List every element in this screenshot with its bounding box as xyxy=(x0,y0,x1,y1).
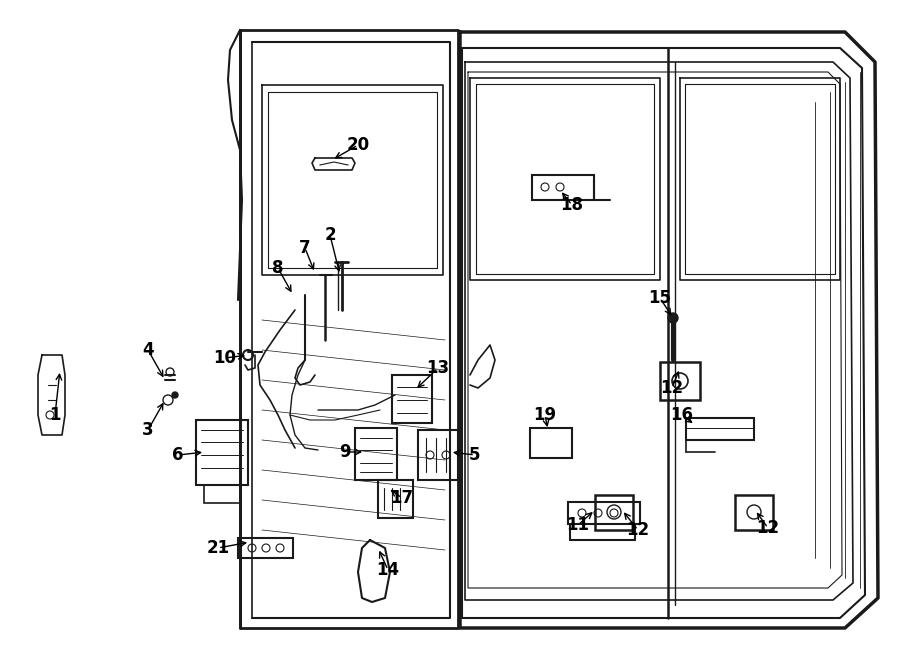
Bar xyxy=(532,175,594,200)
Bar xyxy=(530,428,572,458)
Text: 10: 10 xyxy=(213,349,237,367)
Bar xyxy=(204,485,240,503)
Text: 11: 11 xyxy=(566,516,590,534)
Text: 9: 9 xyxy=(339,443,351,461)
Bar xyxy=(595,495,633,530)
Bar xyxy=(735,495,773,530)
Text: 15: 15 xyxy=(649,289,671,307)
Bar xyxy=(196,420,248,485)
Text: 21: 21 xyxy=(206,539,230,557)
Text: 12: 12 xyxy=(626,521,650,539)
Text: 16: 16 xyxy=(670,406,694,424)
Bar xyxy=(355,428,397,480)
Text: 18: 18 xyxy=(561,196,583,214)
Bar xyxy=(568,502,640,524)
Text: 2: 2 xyxy=(324,226,336,244)
Circle shape xyxy=(172,392,178,398)
Text: 3: 3 xyxy=(142,421,154,439)
Text: 19: 19 xyxy=(534,406,556,424)
Text: 12: 12 xyxy=(756,519,779,537)
Text: 6: 6 xyxy=(172,446,184,464)
Bar xyxy=(378,480,413,518)
Text: 8: 8 xyxy=(272,259,284,277)
Text: 7: 7 xyxy=(299,239,310,257)
Text: 12: 12 xyxy=(661,379,684,397)
Bar xyxy=(660,362,700,400)
Text: 13: 13 xyxy=(427,359,450,377)
Circle shape xyxy=(668,313,678,323)
Bar xyxy=(238,538,293,558)
Bar xyxy=(418,430,458,480)
Text: 20: 20 xyxy=(346,136,370,154)
Bar xyxy=(392,375,432,423)
Text: 14: 14 xyxy=(376,561,400,579)
Text: 1: 1 xyxy=(50,406,61,424)
Bar xyxy=(686,418,754,440)
Text: 5: 5 xyxy=(469,446,481,464)
Text: 4: 4 xyxy=(142,341,154,359)
Text: 17: 17 xyxy=(391,489,414,507)
